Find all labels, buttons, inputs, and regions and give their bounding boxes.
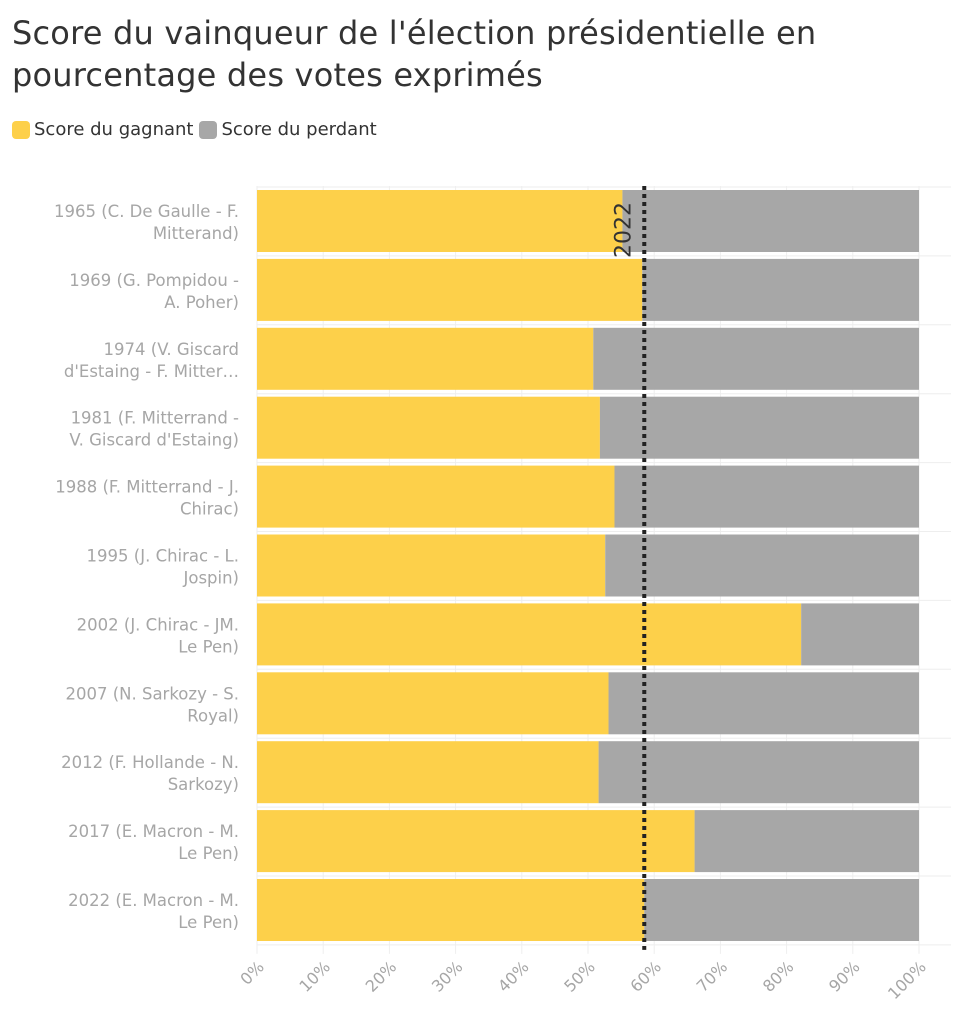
category-label: 2012 (F. Hollande - N. Sarkozy) bbox=[61, 753, 239, 794]
x-tick-label: 100% bbox=[884, 957, 930, 1003]
category-label: 1965 (C. De Gaulle - F. Mitterand) bbox=[54, 202, 239, 243]
x-tick-label: 80% bbox=[759, 957, 798, 996]
category-label: 2017 (E. Macron - M. Le Pen) bbox=[68, 822, 239, 863]
bar-loser bbox=[694, 810, 919, 873]
bar-winner bbox=[257, 603, 802, 666]
bar-loser bbox=[599, 396, 919, 459]
bar-loser bbox=[622, 190, 919, 252]
x-tick-label: 90% bbox=[825, 957, 864, 996]
bar-winner bbox=[257, 534, 606, 597]
x-tick-label: 50% bbox=[560, 957, 599, 996]
legend-swatch-winner bbox=[12, 120, 30, 139]
reference-line-label: 2022 bbox=[611, 202, 636, 258]
bar-winner bbox=[257, 258, 643, 321]
bar-winner bbox=[257, 672, 609, 735]
legend-swatch-loser bbox=[199, 120, 218, 139]
bar-loser bbox=[642, 258, 919, 321]
category-label: 1995 (J. Chirac - L. Jospin) bbox=[87, 547, 239, 588]
bar-winner bbox=[257, 396, 600, 459]
x-tick-label: 70% bbox=[693, 957, 732, 996]
x-tick-label: 20% bbox=[362, 957, 401, 996]
x-tick-label: 60% bbox=[626, 957, 665, 996]
bar-winner bbox=[257, 465, 615, 528]
category-label: 1969 (G. Pompidou -A. Poher) bbox=[69, 271, 239, 312]
bar-winner bbox=[257, 879, 645, 941]
bar-loser bbox=[593, 327, 919, 390]
category-label: 1988 (F. Mitterrand - J. Chirac) bbox=[55, 478, 239, 519]
category-label: 2007 (N. Sarkozy - S. Royal) bbox=[65, 684, 239, 725]
legend: Score du gagnant Score du perdant bbox=[12, 119, 383, 140]
bar-loser bbox=[801, 603, 919, 666]
x-tick-label: 40% bbox=[494, 957, 533, 996]
legend-item-loser[interactable]: Score du perdant bbox=[199, 119, 377, 140]
legend-item-winner[interactable]: Score du gagnant bbox=[12, 119, 193, 140]
category-label: 1974 (V. Giscard d'Estaing - F. Mitter… bbox=[64, 340, 239, 381]
bar-winner bbox=[257, 327, 594, 390]
bar-loser bbox=[614, 465, 919, 528]
category-label: 1981 (F. Mitterrand -V. Giscard d'Estain… bbox=[69, 409, 239, 450]
x-tick-label: 10% bbox=[295, 957, 334, 996]
bar-winner bbox=[257, 741, 599, 804]
bar-loser bbox=[644, 879, 919, 941]
legend-label-loser: Score du perdant bbox=[221, 119, 377, 140]
chart-title: Score du vainqueur de l'élection préside… bbox=[12, 14, 817, 94]
bar-winner bbox=[257, 190, 623, 252]
category-label: 2002 (J. Chirac - JM. Le Pen) bbox=[77, 615, 239, 656]
bar-loser bbox=[598, 741, 919, 804]
bar-loser bbox=[608, 672, 919, 735]
category-label: 2022 (E. Macron - M. Le Pen) bbox=[68, 891, 239, 932]
legend-label-winner: Score du gagnant bbox=[34, 119, 194, 140]
bar-winner bbox=[257, 810, 695, 873]
bar-loser bbox=[605, 534, 919, 597]
x-tick-label: 0% bbox=[236, 957, 267, 988]
x-tick-label: 30% bbox=[428, 957, 467, 996]
